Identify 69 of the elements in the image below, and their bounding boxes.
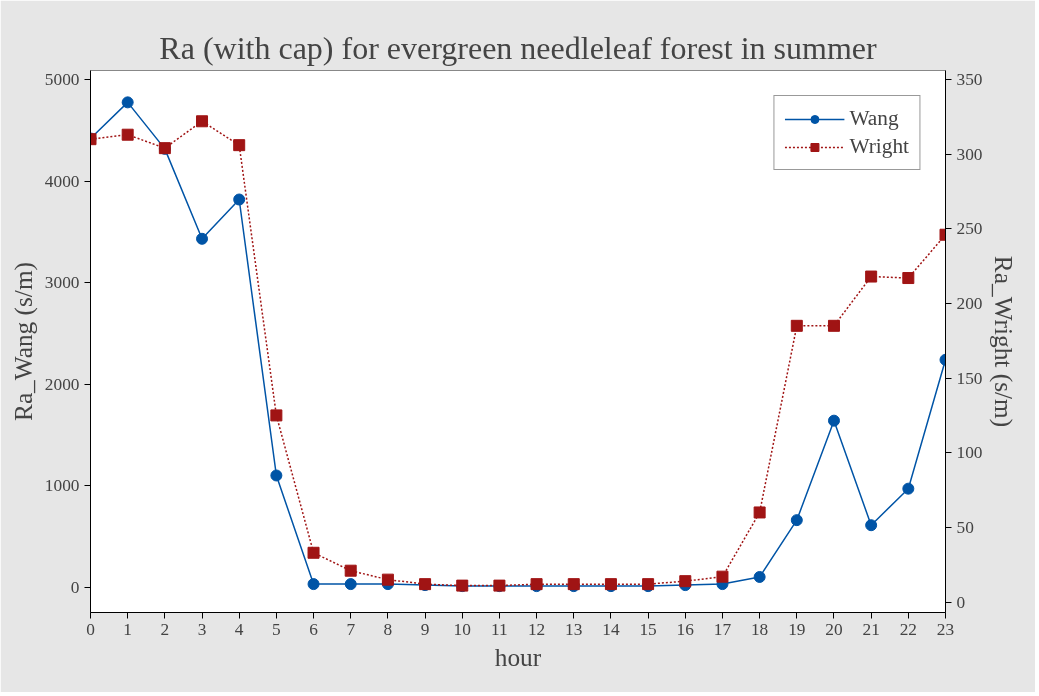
y2-tick-label: 50: [956, 517, 974, 537]
legend-label: Wright: [849, 134, 909, 159]
y2-tick-label: 250: [956, 219, 983, 239]
y2-tick-label: 350: [956, 69, 983, 89]
y-tick-label: 4000: [44, 171, 80, 191]
point: [196, 115, 209, 128]
y-tick-label: 1000: [44, 476, 80, 496]
x-tick-label: 7: [346, 619, 356, 639]
point: [865, 270, 878, 283]
point: [753, 506, 766, 519]
point: [827, 319, 840, 332]
y-tick-label: 2000: [44, 374, 80, 394]
x-tick-label: 2: [160, 619, 170, 639]
point: [716, 570, 729, 583]
x-tick-label: 13: [565, 619, 583, 639]
point: [233, 139, 246, 152]
y2-axis-title: Ra_Wright (s/m): [989, 255, 1019, 428]
x-tick-label: 12: [527, 619, 546, 639]
x-tick-label: 11: [491, 619, 508, 639]
point: [679, 575, 692, 588]
y2-tick-label: 100: [956, 443, 983, 463]
x-tick-label: 20: [825, 619, 843, 639]
x-tick-label: 23: [936, 619, 955, 639]
point: [307, 578, 320, 591]
x-tick-label: 8: [383, 619, 393, 639]
x-tick-label: 1: [123, 619, 133, 639]
y2-tick-label: 150: [956, 368, 983, 388]
point: [902, 482, 915, 495]
x-tick-label: 5: [272, 619, 281, 639]
y-axis-title: Ra_Wang (s/m): [8, 261, 38, 422]
point: [233, 193, 246, 206]
legend-label: Wang: [849, 106, 899, 131]
x-tick-label: 18: [750, 619, 769, 639]
point: [753, 570, 766, 583]
y-tick-label: 5000: [44, 70, 80, 90]
x-tick-label: 15: [639, 619, 657, 639]
point: [344, 564, 357, 577]
point: [307, 546, 320, 559]
point: [121, 96, 134, 109]
x-tick-label: 16: [676, 619, 695, 639]
x-tick-label: 14: [602, 619, 620, 639]
x-tick-label: 19: [788, 619, 806, 639]
x-tick-label: 9: [420, 619, 430, 639]
chart-title: Ra (with cap) for evergreen needleleaf forest in summer: [159, 29, 877, 66]
x-tick-label: 21: [862, 619, 880, 639]
point: [121, 128, 134, 141]
x-tick-label: 22: [899, 619, 917, 639]
y-tick-label: 3000: [44, 273, 80, 293]
x-tick-label: 17: [713, 619, 732, 639]
point: [270, 469, 283, 482]
x-tick-label: 3: [197, 619, 207, 639]
point: [196, 232, 209, 245]
point: [827, 414, 840, 427]
point: [902, 272, 915, 285]
y-tick-label: 0: [70, 577, 80, 597]
point: [790, 514, 803, 527]
y2-tick-label: 300: [956, 144, 983, 164]
x-tick-label: 6: [309, 619, 319, 639]
x-tick-label: 0: [86, 619, 95, 639]
x-axis-title: hour: [494, 642, 542, 671]
point: [344, 578, 357, 591]
x-tick-label: 4: [234, 619, 244, 639]
point: [381, 573, 394, 586]
point: [790, 319, 803, 332]
y2-tick-label: 200: [956, 293, 983, 313]
x-tick-label: 10: [453, 619, 471, 639]
y2-tick-label: 0: [956, 592, 966, 612]
point: [865, 519, 878, 532]
point: [270, 409, 283, 422]
